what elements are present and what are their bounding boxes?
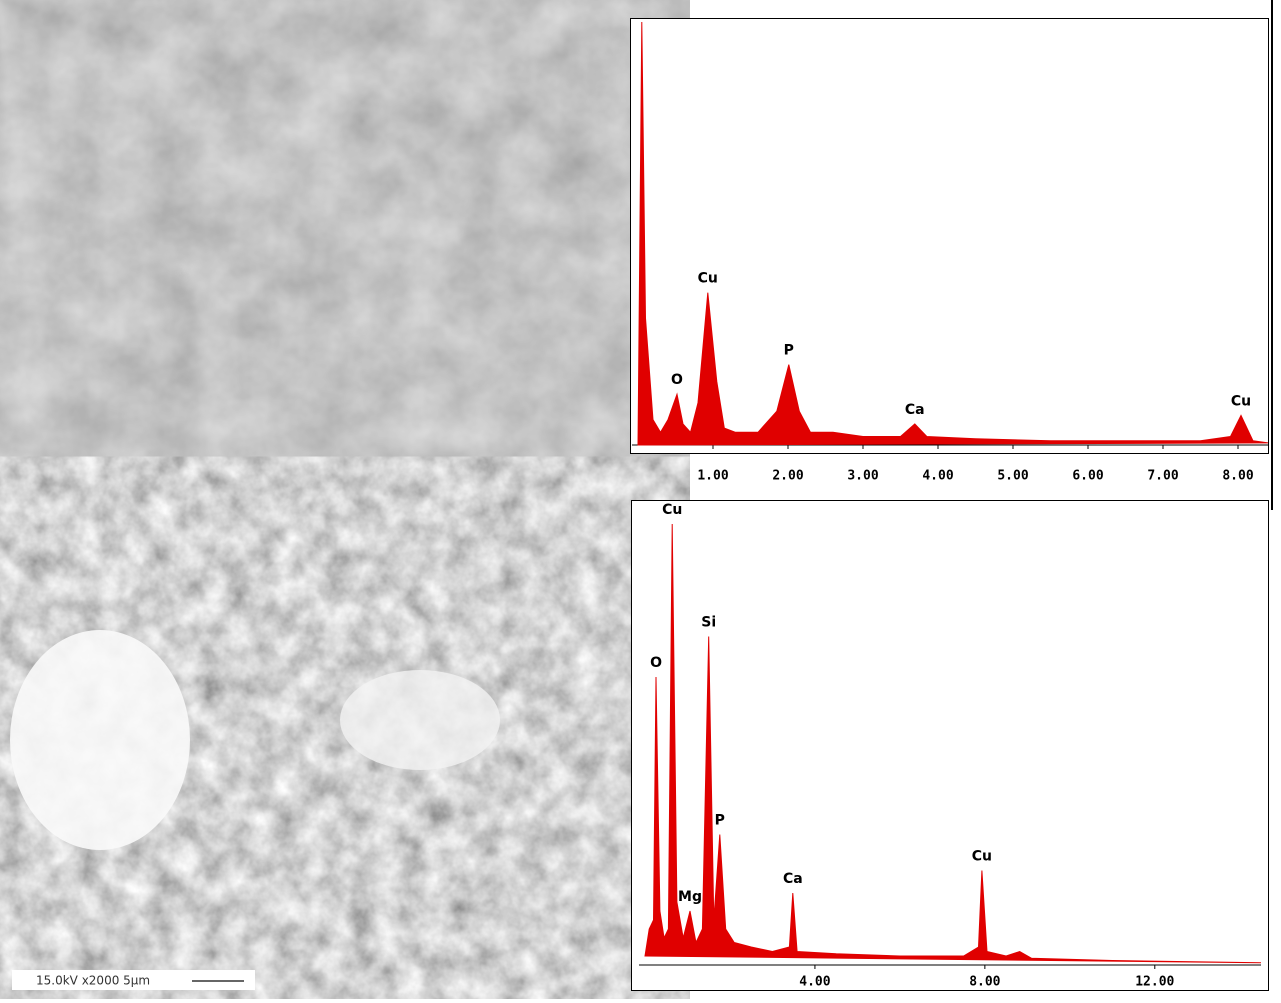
peak-label: Cu (1231, 393, 1251, 409)
peak-label: O (671, 372, 683, 388)
x-tick-label: 3.00 (847, 469, 878, 484)
sem-texture (12, 18, 628, 502)
x-tick-label: 12.00 (1135, 975, 1174, 990)
sem-bright-region (340, 670, 500, 770)
peak-label: Si (701, 615, 716, 631)
x-tick-label: 8.00 (1222, 469, 1253, 484)
peak-label: Ca (783, 871, 803, 887)
spectrum-frame (631, 19, 1269, 454)
figure: E-02-Cu-LocA 8.0kV x5000 2µm 15.0kV x200… (0, 0, 1281, 999)
x-tick-label: 7.00 (1147, 469, 1178, 484)
x-tick-label: 6.00 (1072, 469, 1103, 484)
peak-label: Cu (972, 849, 992, 865)
x-tick-label: 1.00 (697, 469, 728, 484)
peak-label: P (784, 343, 794, 359)
x-tick-label: 5.00 (997, 469, 1028, 484)
peak-label: P (715, 813, 725, 829)
peak-label: O (650, 655, 662, 671)
peak-label: Cu (662, 502, 682, 518)
image-caption: 15.0kV x2000 5µm (36, 974, 150, 988)
peak-label: Cu (698, 271, 718, 287)
page: E-02-Cu-LocA 8.0kV x5000 2µm 15.0kV x200… (0, 0, 1281, 999)
image-caption: E-02-Cu-LocA 8.0kV x5000 2µm (18, 480, 272, 499)
x-tick-label: 2.00 (772, 469, 803, 484)
x-tick-label: 4.00 (799, 975, 830, 990)
sem-bright-region (10, 630, 190, 850)
peak-label: Mg (678, 889, 702, 905)
peak-label: Ca (905, 402, 925, 418)
x-tick-label: 8.00 (969, 975, 1000, 990)
x-tick-label: 4.00 (922, 469, 953, 484)
spectrum-frame (632, 501, 1269, 991)
